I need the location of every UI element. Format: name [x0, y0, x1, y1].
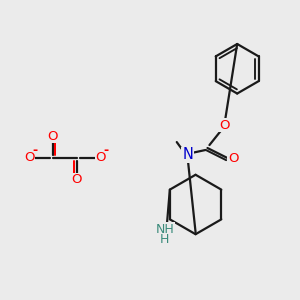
- Text: N: N: [182, 148, 193, 163]
- Text: O: O: [48, 130, 58, 142]
- Text: O: O: [219, 119, 230, 132]
- Text: O: O: [228, 152, 238, 165]
- Text: H: H: [160, 233, 170, 246]
- Text: -: -: [104, 145, 109, 158]
- Text: O: O: [95, 152, 106, 164]
- Text: -: -: [32, 145, 38, 158]
- Text: O: O: [24, 152, 34, 164]
- Text: O: O: [71, 173, 82, 186]
- Text: NH: NH: [155, 223, 174, 236]
